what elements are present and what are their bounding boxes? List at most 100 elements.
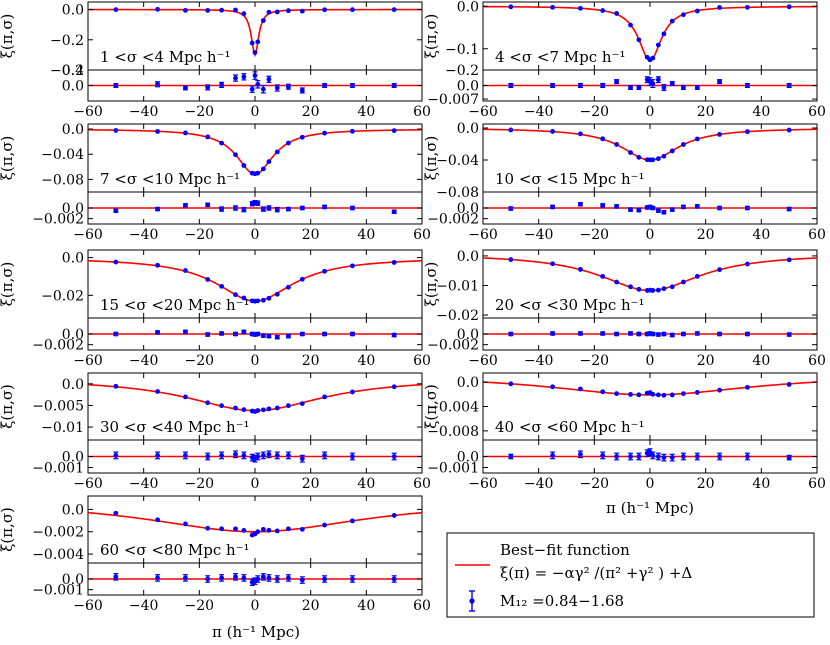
data-point [655, 42, 661, 48]
residual-point [391, 209, 397, 215]
residual-point [183, 453, 188, 458]
residual-point [299, 205, 305, 211]
xlabel-right: π (h⁻¹ Mpc) [606, 499, 694, 517]
residual-point [681, 204, 686, 210]
ytick-label: 0.0 [457, 249, 479, 265]
xtick-label: 60 [413, 476, 431, 492]
residual-point [219, 453, 225, 458]
data-point [286, 8, 291, 14]
data-point [255, 298, 261, 304]
residual-point [299, 577, 305, 583]
res-ytick-label: −0.001 [32, 583, 84, 599]
data-point [155, 262, 160, 268]
ytick-label: 0.0 [62, 502, 84, 518]
data-point [205, 400, 211, 406]
data-point [233, 292, 238, 298]
residual-point [786, 206, 792, 212]
residual-point [260, 453, 266, 458]
residual-point [550, 331, 555, 336]
residual-point [255, 454, 261, 459]
res-ytick-label: 0.0 [62, 201, 84, 217]
xtick-label: −60 [73, 598, 103, 614]
data-point [636, 37, 642, 43]
data-point [266, 527, 272, 533]
data-point [745, 129, 750, 135]
fit-curve [482, 257, 818, 292]
residual-point [694, 331, 700, 336]
residual-point [600, 453, 606, 458]
data-point [669, 148, 675, 154]
residual-point [183, 85, 188, 91]
ytick-label: −0.04 [41, 147, 84, 163]
residual-point [745, 454, 750, 459]
xtick-label: 40 [752, 104, 770, 120]
residual-point [636, 207, 642, 213]
data-point [661, 286, 667, 292]
ylabel: ξ(π,σ) [422, 14, 440, 59]
data-point [183, 130, 188, 136]
residual-point [578, 83, 583, 88]
data-point [578, 266, 583, 272]
res-ytick-label: 0.0 [62, 572, 84, 588]
residual-point [255, 200, 261, 206]
legend-fit-label-1: Best−fit function [500, 541, 630, 559]
data-point [745, 384, 750, 390]
data-point [113, 510, 119, 516]
ytick-label: 0.0 [457, 121, 479, 137]
xtick-label: 60 [808, 353, 826, 369]
residual-point [266, 451, 272, 457]
data-point [650, 157, 656, 163]
xtick-label: 40 [357, 598, 375, 614]
data-point [786, 4, 792, 10]
data-point [233, 526, 238, 532]
xtick-label: −60 [468, 227, 498, 243]
data-point [255, 39, 261, 45]
data-point [600, 389, 606, 395]
residual-point [113, 331, 119, 337]
ylabel: ξ(π,σ) [422, 136, 440, 181]
residual-point [260, 333, 266, 338]
xtick-label: −40 [129, 353, 159, 369]
data-point [286, 403, 291, 409]
ytick-label: −0.08 [41, 172, 84, 188]
ylabel: ξ(π,σ) [0, 136, 16, 181]
data-point [155, 517, 160, 523]
data-point [655, 287, 661, 293]
res-ytick-label: 0.0 [457, 79, 479, 95]
data-point [508, 127, 514, 133]
residual-point [299, 456, 305, 462]
xtick-label: −40 [129, 598, 159, 614]
data-point [636, 392, 642, 398]
res-ytick-label: 0.0 [457, 450, 479, 466]
residual-point [650, 81, 656, 86]
data-point [183, 521, 188, 527]
data-point [322, 394, 327, 400]
residual-point [286, 453, 291, 458]
residual-point [219, 206, 225, 212]
data-point [391, 260, 397, 265]
data-point [322, 268, 327, 274]
residual-point [155, 453, 160, 458]
panel-sigma-label: 10 <σ <15 Mpc h⁻¹ [495, 170, 645, 188]
residual-point [260, 86, 266, 92]
data-point [655, 156, 661, 162]
data-point [255, 408, 261, 413]
res-ytick-label: −0.002 [427, 338, 479, 354]
residual-point [636, 454, 642, 459]
residual-point [350, 454, 355, 459]
xtick-label: −40 [524, 476, 554, 492]
residual-point [350, 83, 355, 88]
data-point [233, 7, 238, 13]
xtick-label: −20 [185, 598, 215, 614]
fit-curve [87, 383, 423, 412]
ytick-label: −0.02 [41, 288, 84, 304]
residual-point [614, 331, 619, 337]
residual-point [233, 331, 238, 337]
xtick-label: 40 [357, 227, 375, 243]
res-ytick-label: 0.0 [457, 327, 479, 343]
panel-row2-right: 0.0−0.04−0.080.0−0.002−60 −40 −20 0 20 40 6010… [422, 121, 826, 243]
data-point [219, 7, 225, 13]
res-ytick-label: −0.002 [32, 338, 84, 354]
data-point [717, 387, 722, 393]
residual-point [650, 205, 656, 211]
